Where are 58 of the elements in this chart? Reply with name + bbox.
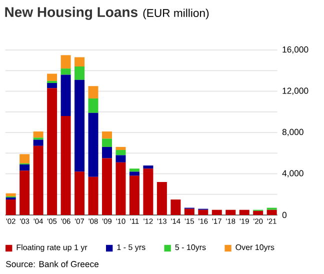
bar	[129, 168, 140, 172]
legend-label: 5 - 10yrs	[175, 244, 206, 252]
bar	[20, 164, 30, 171]
y-tick-label: 12,000	[282, 88, 308, 95]
bar	[212, 210, 222, 215]
legend-label: Floating rate up 1 yr	[16, 244, 88, 252]
bar	[226, 210, 236, 215]
legend-label: 1 - 5 yrs	[117, 244, 146, 252]
chart-subtitle: (EUR million)	[143, 8, 209, 20]
bar	[184, 208, 194, 215]
bar	[116, 150, 126, 156]
bar	[129, 172, 140, 176]
bar	[116, 146, 126, 150]
bar	[33, 131, 44, 138]
chart-title: New Housing Loans	[5, 6, 138, 20]
bar	[102, 158, 112, 215]
bar	[60, 116, 71, 215]
y-tick-label: 0	[282, 212, 287, 218]
bar	[60, 74, 71, 116]
bar	[60, 55, 71, 69]
bar	[88, 112, 98, 177]
bar	[253, 210, 264, 215]
bar	[6, 200, 16, 215]
bar	[102, 138, 112, 147]
legend-label: Over 10yrs	[236, 244, 274, 252]
bar	[88, 98, 98, 113]
bar	[239, 210, 250, 215]
bar	[74, 80, 85, 172]
bar	[20, 154, 30, 164]
bar	[74, 57, 85, 66]
bar	[74, 172, 85, 215]
bar	[33, 140, 44, 146]
y-tick-label: 8,000	[282, 128, 304, 136]
bar	[47, 74, 58, 81]
y-tick-label: 16,000	[282, 46, 308, 54]
y-tick-label: 4,000	[282, 170, 304, 178]
bar	[266, 210, 277, 215]
bar	[102, 131, 112, 139]
bar	[129, 176, 140, 215]
bar	[143, 165, 154, 169]
bar	[20, 170, 30, 215]
bar	[6, 197, 16, 200]
bar	[143, 168, 154, 215]
bar	[6, 193, 16, 196]
bar	[102, 146, 112, 158]
bar	[156, 182, 167, 215]
bar	[74, 66, 85, 80]
bar	[198, 210, 208, 215]
bar	[60, 68, 71, 75]
bar	[33, 146, 44, 215]
source-note: Source: Bank of Greece	[6, 260, 99, 268]
bar	[170, 200, 181, 215]
bar	[47, 88, 58, 215]
bar	[47, 82, 58, 88]
bar	[88, 86, 98, 98]
bar	[116, 162, 126, 215]
bar	[116, 155, 126, 162]
bar	[88, 176, 98, 215]
